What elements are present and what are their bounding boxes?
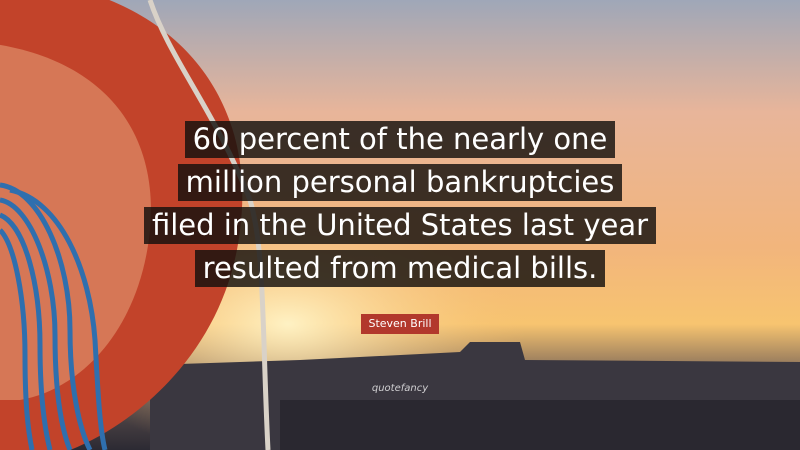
author-name: Steven Brill xyxy=(361,314,439,334)
quote-line: resulted from medical bills. xyxy=(194,250,606,287)
quote-line: filed in the United States last year xyxy=(143,207,657,244)
watermark: quotefancy xyxy=(371,383,429,394)
quote-line: 60 percent of the nearly one xyxy=(184,121,616,158)
author-block: Steven Brill xyxy=(0,312,800,334)
quote-line: million personal bankruptcies xyxy=(177,164,623,201)
quote-text: 60 percent of the nearly one million per… xyxy=(0,121,800,293)
